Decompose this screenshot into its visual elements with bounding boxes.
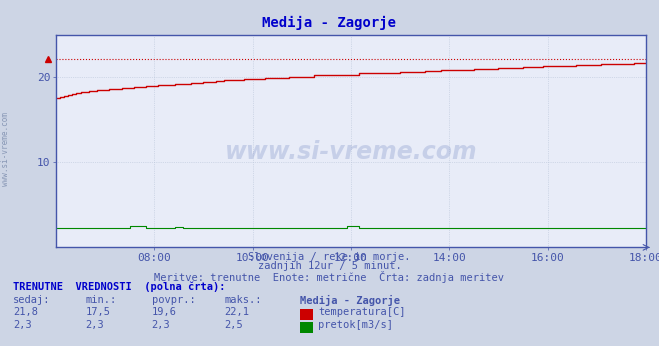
- Text: sedaj:: sedaj:: [13, 295, 51, 305]
- Text: povpr.:: povpr.:: [152, 295, 195, 305]
- Text: 2,3: 2,3: [86, 320, 104, 330]
- Text: 22,1: 22,1: [224, 307, 249, 317]
- Text: 2,3: 2,3: [13, 320, 32, 330]
- Text: zadnjih 12ur / 5 minut.: zadnjih 12ur / 5 minut.: [258, 261, 401, 271]
- Text: temperatura[C]: temperatura[C]: [318, 307, 406, 317]
- Text: 2,5: 2,5: [224, 320, 243, 330]
- Text: maks.:: maks.:: [224, 295, 262, 305]
- Text: 2,3: 2,3: [152, 320, 170, 330]
- Text: Slovenija / reke in morje.: Slovenija / reke in morje.: [248, 252, 411, 262]
- Text: TRENUTNE  VREDNOSTI  (polna črta):: TRENUTNE VREDNOSTI (polna črta):: [13, 282, 225, 292]
- Text: Medija - Zagorje: Medija - Zagorje: [262, 16, 397, 30]
- Text: 21,8: 21,8: [13, 307, 38, 317]
- Text: 17,5: 17,5: [86, 307, 111, 317]
- Text: www.si-vreme.com: www.si-vreme.com: [1, 112, 10, 186]
- Text: Medija - Zagorje: Medija - Zagorje: [300, 295, 400, 306]
- Text: pretok[m3/s]: pretok[m3/s]: [318, 320, 393, 330]
- Text: Meritve: trenutne  Enote: metrične  Črta: zadnja meritev: Meritve: trenutne Enote: metrične Črta: …: [154, 271, 505, 283]
- Text: min.:: min.:: [86, 295, 117, 305]
- Text: 19,6: 19,6: [152, 307, 177, 317]
- Text: www.si-vreme.com: www.si-vreme.com: [225, 140, 477, 164]
